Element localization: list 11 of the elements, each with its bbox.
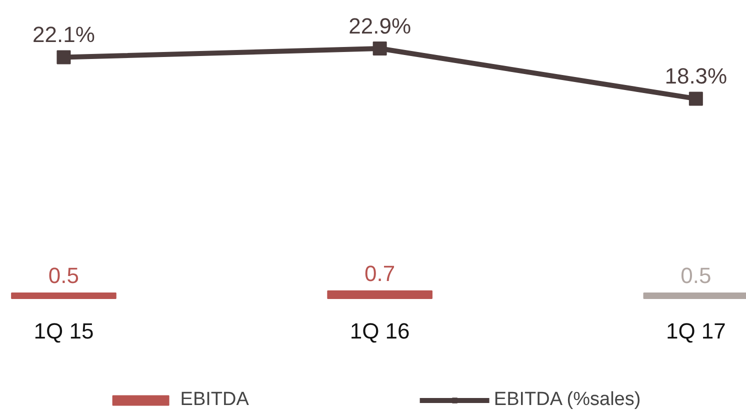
data-label: 18.3% <box>664 64 728 89</box>
x-tick-label: 1Q 16 <box>350 318 410 344</box>
x-tick-label: 1Q 15 <box>34 318 94 344</box>
legend-label: EBITDA (%sales) <box>494 389 641 411</box>
data-label: 22.1% <box>32 22 95 48</box>
legend-label: EBITDA <box>180 389 249 411</box>
data-label: 0.7 <box>364 260 396 286</box>
data-label: 0.5 <box>48 263 80 288</box>
data-label: 22.9% <box>348 14 412 38</box>
data-label: 0.5 <box>680 263 712 288</box>
x-tick-label: 1Q 17 <box>666 318 726 344</box>
